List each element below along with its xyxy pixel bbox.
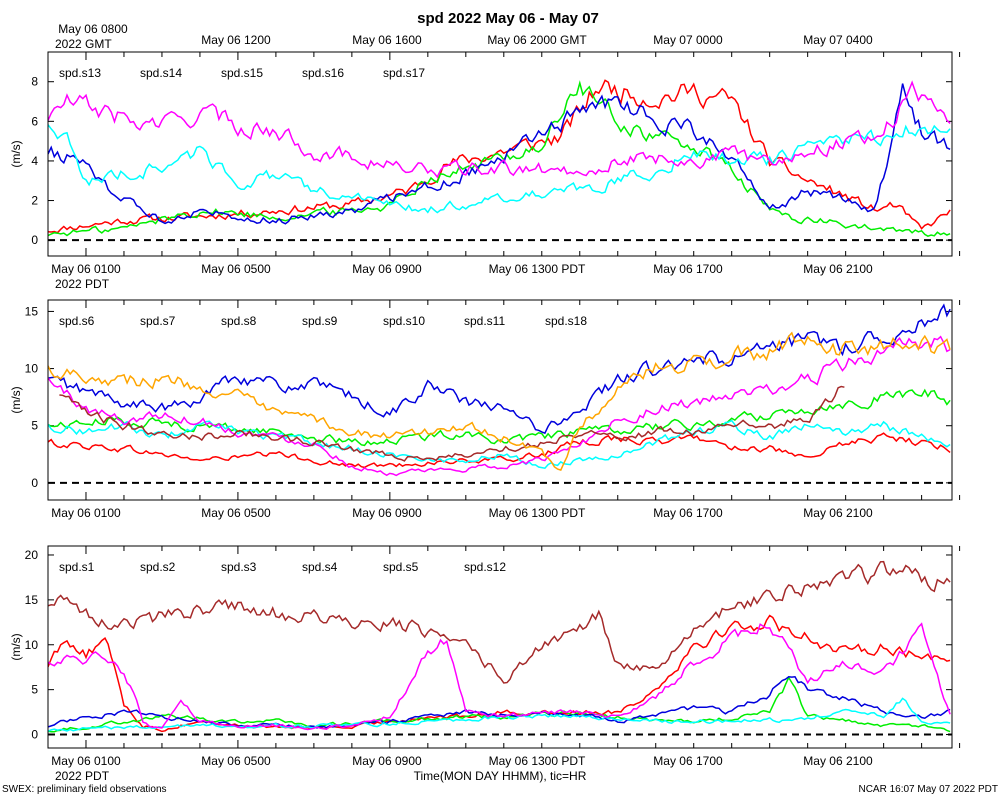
y-tick-label: 2 <box>31 194 38 208</box>
x-tick-label-local: May 06 1700 <box>653 262 723 276</box>
legend-entry: spd.s2 <box>140 560 176 574</box>
legend-entry: spd.s13 <box>59 66 101 80</box>
plot-frame <box>47 51 953 257</box>
legend-entry: spd.s14 <box>140 66 182 80</box>
series-line-spd-s4 <box>48 697 951 732</box>
y-tick-label: 8 <box>31 75 38 89</box>
x-tick-label-local: May 06 0500 <box>201 262 271 276</box>
x-tick-label-gmt: May 07 0400 <box>803 33 873 47</box>
series-line-spd-s5 <box>48 622 951 731</box>
x-tick-label-local: May 06 0500 <box>201 506 271 520</box>
series-line-spd-s3 <box>48 676 951 729</box>
legend-entry: spd.s5 <box>383 560 419 574</box>
y-tick-label: 15 <box>25 304 39 318</box>
x-tick-label-local: May 06 2100 <box>803 506 873 520</box>
x-tick-label-local: May 06 1300 PDT <box>489 262 586 276</box>
x-tick-label-gmt: May 06 1200 <box>201 33 271 47</box>
figure-title: spd 2022 May 06 - May 07 <box>417 10 599 27</box>
x-tick-label-local: May 06 2100 <box>803 262 873 276</box>
series-line-spd-s16 <box>48 124 951 214</box>
footer-left-note: SWEX: preliminary field observations <box>2 784 167 795</box>
x-tick-label-gmt: May 06 0800 <box>58 22 128 36</box>
x-tick-label-local: May 06 0900 <box>352 506 422 520</box>
series-line-spd-s10 <box>48 335 951 477</box>
series-line-spd-s8 <box>48 303 951 435</box>
legend-entry: spd.s9 <box>302 314 338 328</box>
y-tick-label: 5 <box>31 419 38 433</box>
legend-entry: spd.s6 <box>59 314 95 328</box>
series-line-spd-s15 <box>48 83 951 225</box>
legend-entry: spd.s18 <box>545 314 587 328</box>
panel-3: 0 5 10 15 20 (m/s) spd.s1 spd.s2 spd.s3 spd.s4 spd… <box>9 545 961 783</box>
x-tick-label-local: May 06 1700 <box>653 506 723 520</box>
series-line-spd-s12 <box>48 560 951 684</box>
series-lines <box>48 560 951 733</box>
y-tick-label: 10 <box>25 638 39 652</box>
panel-2: 0 5 10 15 (m/s) spd.s6 spd.s7 spd.s8 spd.s9 spd.s… <box>9 299 961 520</box>
legend-entry: spd.s1 <box>59 560 95 574</box>
y-axis-label: (m/s) <box>9 633 23 660</box>
y-tick-label: 10 <box>25 362 39 376</box>
tz-label-gmt: 2022 GMT <box>55 37 112 51</box>
x-tick-label-gmt: May 06 2000 GMT <box>487 33 587 47</box>
series-line-spd-s6 <box>48 432 951 469</box>
y-tick-label: 5 <box>31 683 38 697</box>
x-tick-label-local: May 06 1300 PDT <box>489 506 586 520</box>
series-line-spd-s18 <box>48 331 951 472</box>
y-tick-label: 4 <box>31 154 38 168</box>
series-lines <box>48 303 951 477</box>
legend-entry: spd.s8 <box>221 314 257 328</box>
panel-1: 0 2 4 6 8 (m/s) spd.s13 spd.s14 spd.s15 spd.s16 sp… <box>9 51 961 291</box>
legend-entry: spd.s11 <box>464 314 505 328</box>
series-line-spd-s17 <box>48 80 951 179</box>
y-tick-label: 0 <box>31 728 38 742</box>
y-tick-label: 20 <box>25 548 39 562</box>
legend-entry: spd.s3 <box>221 560 257 574</box>
x-axis-label: Time(MON DAY HHMM), tic=HR <box>414 769 587 783</box>
y-axis-label: (m/s) <box>9 386 23 413</box>
tz-label-local: 2022 PDT <box>55 769 110 783</box>
tz-label-local: 2022 PDT <box>55 277 110 291</box>
x-tick-label-local: May 06 0100 <box>51 754 121 768</box>
x-tick-label-gmt: May 06 1600 <box>352 33 422 47</box>
legend-entry: spd.s17 <box>383 66 425 80</box>
x-tick-label-local: May 06 0900 <box>352 262 422 276</box>
series-line-spd-s14 <box>48 80 951 238</box>
y-tick-label: 15 <box>25 593 39 607</box>
legend-entry: spd.s10 <box>383 314 425 328</box>
x-tick-label-local: May 06 1300 PDT <box>489 754 586 768</box>
plot-frame <box>47 299 953 501</box>
series-line-spd-s2 <box>48 675 951 733</box>
y-tick-label: 6 <box>31 114 38 128</box>
legend-entry: spd.s12 <box>464 560 506 574</box>
legend-entry: spd.s7 <box>140 314 176 328</box>
y-tick-label: 0 <box>31 233 38 247</box>
series-line-spd-s9 <box>48 419 951 470</box>
x-tick-label-local: May 06 0100 <box>51 506 121 520</box>
x-tick-label-gmt: May 07 0000 <box>653 33 723 47</box>
y-axis-label: (m/s) <box>9 140 23 167</box>
series-line-spd-s11 <box>59 385 845 462</box>
x-tick-label-local: May 06 0100 <box>51 262 121 276</box>
series-lines <box>48 79 951 238</box>
legend-entry: spd.s16 <box>302 66 344 80</box>
x-tick-label-local: May 06 2100 <box>803 754 873 768</box>
y-tick-label: 0 <box>31 476 38 490</box>
legend-entry: spd.s15 <box>221 66 263 80</box>
x-tick-label-local: May 06 0900 <box>352 754 422 768</box>
x-tick-label-local: May 06 0500 <box>201 754 271 768</box>
series-line-spd-s13 <box>48 79 951 234</box>
footer-right-note: NCAR 16:07 May 07 2022 PDT <box>858 784 998 795</box>
legend-entry: spd.s4 <box>302 560 338 574</box>
x-tick-label-local: May 06 1700 <box>653 754 723 768</box>
plot-frame <box>47 545 953 749</box>
